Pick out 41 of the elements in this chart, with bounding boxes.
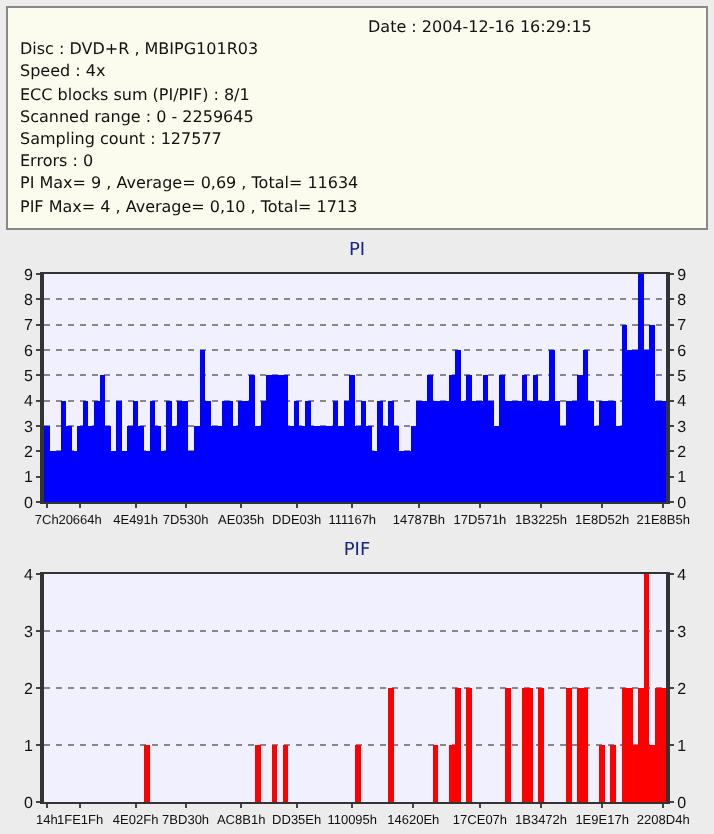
chart-title: PI [348, 240, 366, 261]
text: ECC blocks sum (PI/PIF) : 8/1 [20, 83, 252, 106]
y2-tick-label: 9 [677, 265, 688, 284]
y2-tick-label: 3 [677, 417, 688, 436]
text: Errors : 0 [20, 150, 96, 173]
y2-tick-label: 0 [677, 793, 688, 812]
text: Scanned range : 0 - 2259645 [20, 105, 256, 128]
y2-tick-label: 2 [677, 442, 688, 461]
y2-tick-label: 1 [677, 468, 688, 487]
y-tick-label: 4 [23, 392, 34, 411]
text: Sampling count : 127577 [20, 128, 224, 151]
y2-tick-label: 4 [677, 392, 688, 411]
y2-tick-label: 1 [677, 736, 688, 755]
y2-tick-label: 2 [677, 679, 688, 698]
y2-tick-label: 3 [677, 622, 688, 641]
y-tick-label: 7 [23, 316, 34, 335]
y-tick-label: 0 [23, 793, 34, 812]
chart-title: PIF [343, 540, 371, 561]
y-tick-label: 0 [23, 493, 34, 512]
y2-tick-label: 5 [677, 366, 688, 385]
text: Disc : DVD+R , MBIPG101R03 [20, 38, 261, 61]
y2-tick-label: 6 [677, 341, 688, 360]
y-tick-label: 1 [23, 736, 34, 755]
y-tick-label: 3 [23, 417, 34, 436]
y2-tick-label: 0 [677, 493, 688, 512]
y-tick-label: 9 [23, 265, 34, 284]
y2-tick-label: 8 [677, 290, 688, 309]
y-tick-label: 2 [23, 442, 34, 461]
text: PI Max= 9 , Average= 0,69 , Total= 11634 [20, 172, 361, 196]
y2-tick-label: 4 [677, 565, 688, 584]
y-tick-label: 6 [23, 341, 34, 360]
y-tick-label: 5 [23, 366, 34, 385]
y-tick-label: 1 [23, 468, 34, 487]
y2-tick-label: 7 [677, 316, 688, 335]
y-tick-label: 4 [23, 565, 34, 584]
text: PIF Max= 4 , Average= 0,10 , Total= 1713 [20, 195, 360, 218]
y-tick-label: 2 [23, 679, 34, 698]
text: Speed : 4x [20, 60, 108, 84]
text: Date : 2004-12-16 16:29:15 [368, 16, 592, 39]
y-tick-label: 3 [23, 622, 34, 641]
y-tick-label: 8 [23, 290, 34, 309]
